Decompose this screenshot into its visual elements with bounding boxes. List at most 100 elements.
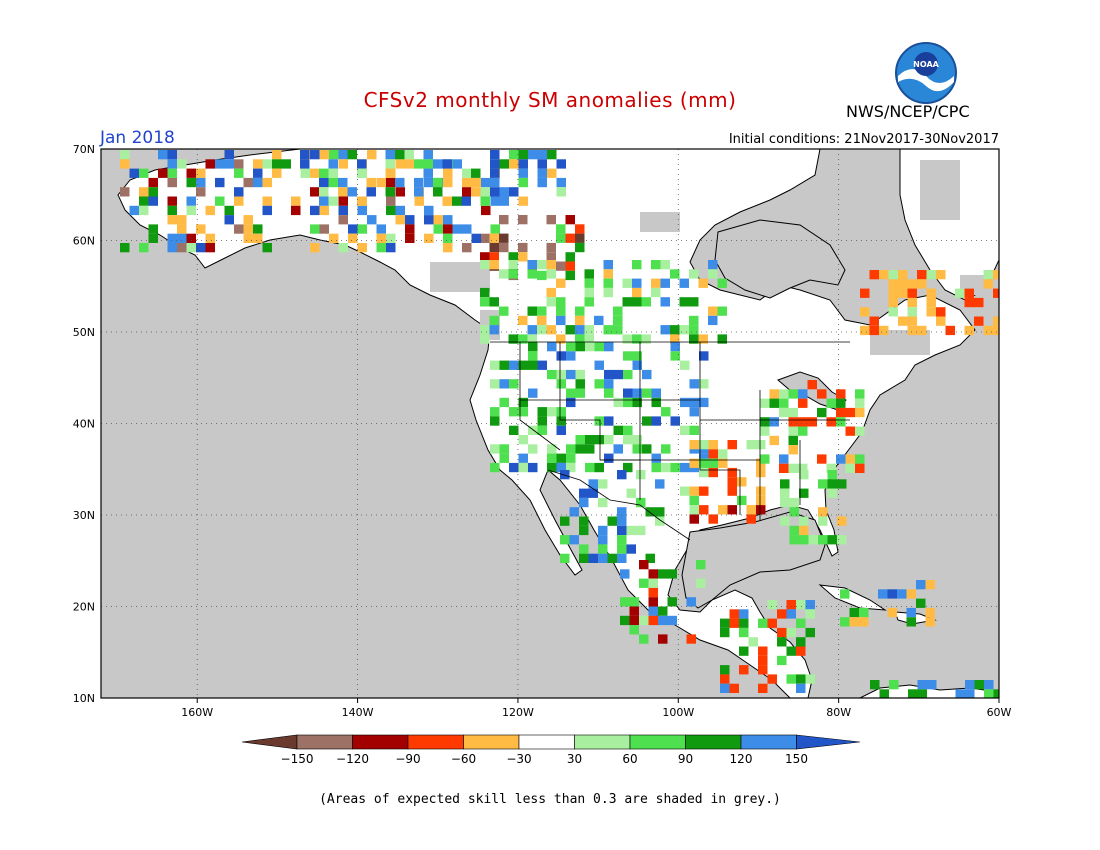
anomaly-cell — [689, 379, 699, 389]
anomaly-cell — [632, 334, 642, 344]
anomaly-cell — [167, 196, 177, 206]
anomaly-cell — [272, 159, 282, 169]
anomaly-cell — [566, 397, 576, 408]
anomaly-cell — [129, 205, 139, 216]
anomaly-cell — [777, 609, 787, 619]
anomaly-cell — [177, 215, 187, 225]
anomaly-cell — [808, 535, 818, 545]
anomaly-cell — [196, 187, 206, 197]
anomaly-cell — [964, 297, 974, 308]
anomaly-cell — [556, 334, 566, 344]
anomaly-cell — [799, 470, 809, 480]
anomaly-cell — [779, 398, 789, 408]
anomaly-cell — [489, 252, 499, 262]
anomaly-cell — [658, 569, 668, 579]
anomaly-cell — [167, 215, 177, 225]
colorbar-tick-label: 60 — [622, 752, 637, 766]
anomaly-cell — [680, 397, 690, 408]
anomaly-cell — [796, 618, 806, 628]
anomaly-cell — [859, 607, 869, 618]
anomaly-cell — [739, 665, 749, 675]
anomaly-cell — [907, 316, 917, 326]
anomaly-cell — [679, 325, 689, 335]
anomaly-cell — [357, 168, 367, 178]
anomaly-cell — [527, 306, 537, 316]
anomaly-cell — [528, 425, 538, 435]
anomaly-cell — [869, 316, 879, 326]
anomaly-cell — [556, 187, 566, 197]
anomaly-cell — [689, 334, 699, 344]
anomaly-cell — [395, 205, 405, 216]
anomaly-cell — [689, 269, 699, 279]
anomaly-cell — [629, 606, 639, 616]
anomaly-cell — [518, 215, 528, 225]
anomaly-cell — [689, 407, 699, 417]
figure-title: CFSv2 monthly SM anomalies (mm) — [363, 88, 737, 112]
anomaly-cell — [799, 488, 809, 498]
latitude-axis: 70N 60N 50N 40N 30N 20N 10N — [73, 143, 95, 705]
anomaly-cell — [584, 334, 594, 344]
anomaly-cell — [756, 486, 766, 496]
anomaly-cell — [699, 397, 709, 408]
anomaly-cell — [556, 407, 566, 417]
anomaly-cell — [849, 607, 859, 618]
anomaly-cell — [546, 260, 556, 270]
anomaly-cell — [879, 325, 889, 336]
anomaly-cell — [527, 269, 537, 279]
anomaly-cell — [291, 196, 301, 206]
anomaly-cell — [537, 306, 547, 316]
anomaly-cell — [642, 444, 652, 454]
anomaly-cell — [499, 242, 509, 253]
anomaly-cell — [798, 398, 808, 408]
anomaly-cell — [481, 205, 491, 216]
anomaly-cell — [338, 196, 348, 206]
anomaly-cell — [490, 177, 500, 188]
anomaly-cell — [579, 497, 589, 508]
anomaly-cell — [527, 325, 537, 335]
anomaly-cell — [366, 177, 376, 188]
anomaly-cell — [489, 233, 499, 243]
anomaly-cell — [234, 159, 244, 169]
anomaly-cell — [983, 270, 993, 280]
anomaly-cell — [480, 325, 490, 335]
anomaly-cell — [623, 425, 633, 435]
anomaly-cell — [651, 453, 661, 463]
anomaly-cell — [907, 288, 917, 298]
anomaly-cell — [737, 477, 747, 487]
anomaly-cell — [758, 683, 768, 693]
anomaly-cell — [974, 680, 984, 690]
anomaly-cell — [404, 150, 414, 160]
anomaly-cell — [594, 315, 604, 326]
anomaly-cell — [594, 342, 604, 352]
anomaly-cell — [689, 325, 699, 335]
anomaly-cell — [205, 233, 215, 243]
anomaly-cell — [622, 297, 632, 307]
longitude-axis: 160W 140W 120W 100W 80W 60W — [181, 698, 1012, 719]
anomaly-cell — [329, 233, 339, 243]
anomaly-cell — [328, 177, 338, 188]
anomaly-cell — [499, 269, 509, 279]
colorbar-bin — [629, 734, 686, 750]
anomaly-cell — [310, 205, 320, 216]
anomaly-cell — [575, 369, 585, 380]
anomaly-cell — [855, 398, 865, 408]
anomaly-cell — [547, 453, 557, 463]
anomaly-cell — [120, 243, 130, 253]
anomaly-cell — [480, 297, 490, 307]
anomaly-cell — [717, 278, 727, 288]
anomaly-cell — [639, 634, 649, 644]
anomaly-cell — [796, 674, 806, 684]
anomaly-cell — [699, 486, 709, 496]
anomaly-cell — [509, 187, 519, 197]
anomaly-cell — [648, 578, 658, 588]
anomaly-cell — [622, 334, 632, 344]
anomaly-cell — [177, 243, 187, 253]
anomaly-cell — [826, 398, 836, 408]
anomaly-cell — [818, 479, 828, 489]
anomaly-cell — [546, 215, 556, 225]
anomaly-cell — [556, 351, 566, 361]
anomaly-cell — [623, 435, 633, 445]
anomaly-cell — [799, 525, 809, 536]
anomaly-cell — [585, 435, 595, 445]
anomaly-cell — [509, 407, 519, 417]
